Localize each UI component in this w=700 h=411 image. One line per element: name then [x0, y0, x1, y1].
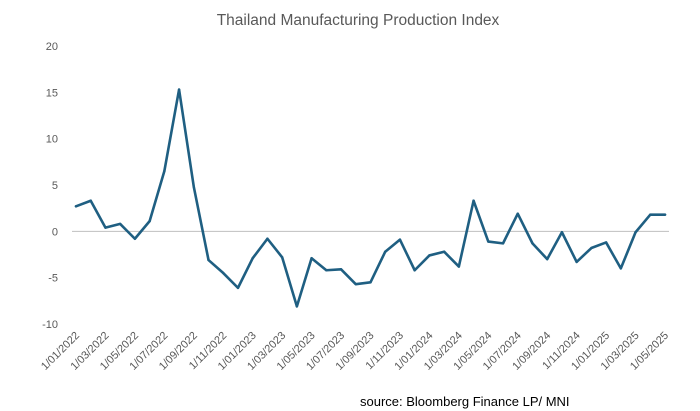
- y-tick-label: 10: [46, 134, 58, 146]
- data-point: [531, 242, 534, 245]
- data-point: [74, 205, 78, 208]
- y-tick-label: 5: [52, 180, 58, 192]
- data-point: [163, 169, 166, 173]
- data-point: [207, 258, 210, 262]
- data-point: [649, 213, 652, 216]
- data-point: [280, 256, 284, 259]
- data-points: [74, 88, 667, 308]
- data-point: [236, 286, 240, 290]
- data-point: [472, 199, 475, 202]
- y-axis-tick-labels: -10 -5 0 5 10 15 20: [42, 41, 58, 331]
- data-point: [575, 260, 578, 264]
- data-point: [339, 268, 343, 271]
- data-point: [634, 231, 637, 234]
- data-point: [222, 271, 225, 275]
- data-point: [251, 257, 254, 260]
- data-point: [457, 265, 461, 268]
- data-point: [560, 231, 564, 234]
- y-tick-label: 15: [46, 87, 58, 99]
- data-point: [89, 199, 92, 202]
- data-point: [487, 240, 490, 243]
- data-point: [104, 226, 107, 229]
- data-point: [384, 250, 387, 253]
- data-point: [325, 269, 328, 272]
- data-point: [501, 242, 505, 245]
- data-point: [266, 237, 269, 240]
- data-point: [310, 257, 313, 260]
- chart-title: Thailand Manufacturing Production Index: [217, 12, 500, 29]
- data-point: [604, 241, 608, 244]
- data-point: [133, 237, 137, 240]
- data-point: [148, 219, 151, 223]
- data-point: [118, 222, 122, 226]
- data-point: [177, 88, 181, 91]
- data-point: [295, 305, 299, 308]
- data-point: [516, 212, 519, 215]
- data-point: [369, 281, 372, 284]
- y-tick-label: -10: [42, 319, 58, 331]
- x-axis-tick-labels: 1/01/20221/03/20221/05/20221/07/20221/09…: [39, 330, 671, 373]
- y-tick-label: 20: [46, 41, 58, 53]
- y-tick-label: -5: [48, 273, 58, 285]
- data-point: [546, 257, 549, 261]
- data-point: [428, 254, 431, 257]
- data-point: [619, 267, 623, 270]
- data-point: [413, 269, 416, 272]
- source-note: source: Bloomberg Finance LP/ MNI: [360, 394, 570, 409]
- data-point: [442, 250, 446, 253]
- series-line: [74, 88, 667, 308]
- data-point: [354, 282, 357, 286]
- data-point: [590, 246, 593, 250]
- data-point: [398, 238, 402, 241]
- y-tick-label: 0: [52, 226, 58, 238]
- data-point: [192, 185, 195, 189]
- data-point: [663, 213, 667, 216]
